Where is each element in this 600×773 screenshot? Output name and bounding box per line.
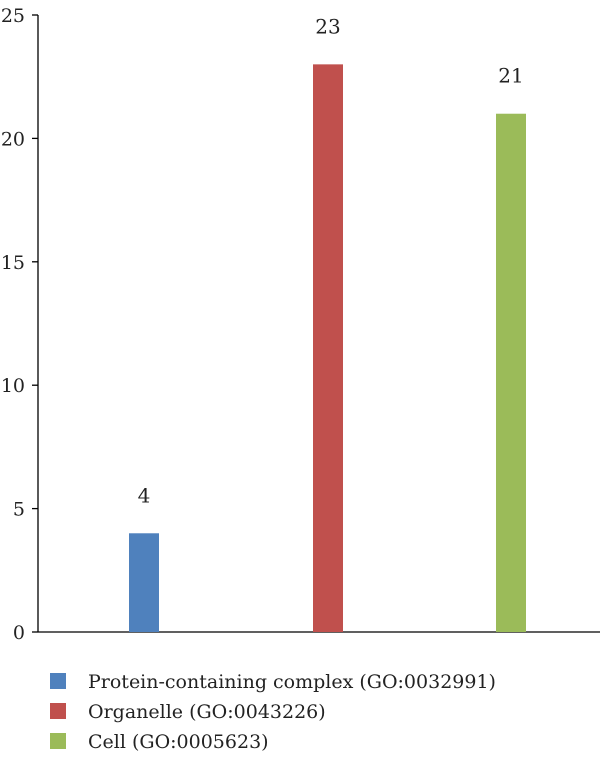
y-tick-label: 5 (13, 499, 25, 521)
y-tick-label: 0 (13, 622, 25, 644)
bar-2 (313, 64, 343, 633)
data-labels-group: 4 23 21 (138, 14, 524, 507)
data-label-2: 23 (315, 14, 340, 38)
legend-label-3: Cell (GO:0005623) (88, 731, 269, 753)
data-label-1: 4 (138, 483, 151, 507)
legend-swatch-2 (50, 703, 66, 719)
legend-label-1: Protein-containing complex (GO:0032991) (88, 671, 496, 693)
bars-group (129, 64, 526, 633)
y-tick-label: 20 (1, 128, 25, 150)
legend-swatch-3 (50, 733, 66, 749)
legend: Protein-containing complex (GO:0032991) O… (50, 671, 496, 753)
y-tick-label: 10 (1, 375, 25, 397)
y-axis-ticks: 0 5 10 15 20 25 (1, 5, 38, 644)
y-tick-label: 15 (1, 252, 25, 274)
bar-1 (129, 533, 159, 632)
legend-swatch-1 (50, 673, 66, 689)
legend-label-2: Organelle (GO:0043226) (88, 701, 326, 723)
y-tick-label: 25 (1, 5, 25, 27)
data-label-3: 21 (498, 64, 523, 88)
bar-3 (496, 113, 526, 633)
